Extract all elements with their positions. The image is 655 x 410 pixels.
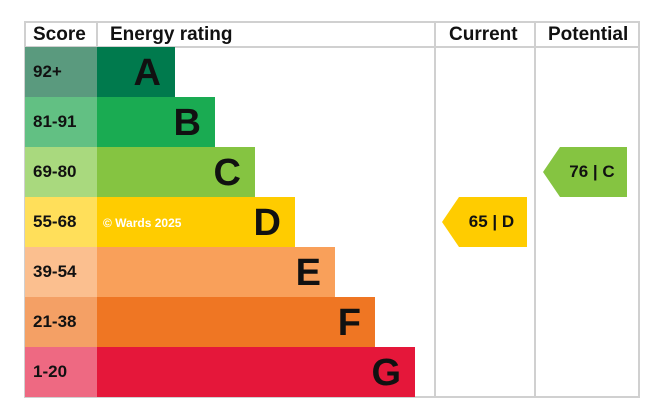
grid-line — [25, 46, 640, 48]
band-bar-e: E — [97, 247, 335, 297]
score-range-d: 55-68 — [25, 197, 97, 247]
grid-line — [25, 396, 640, 398]
band-letter: C — [213, 152, 241, 194]
grid-line — [534, 21, 536, 398]
score-range-a: 92+ — [25, 47, 97, 97]
potential-rating-arrow: 76 | C — [543, 147, 627, 197]
score-range-g: 1-20 — [25, 347, 97, 397]
band-letter: D — [253, 202, 281, 244]
header-energy-rating: Energy rating — [110, 24, 233, 45]
score-range-b: 81-91 — [25, 97, 97, 147]
band-letter: F — [337, 302, 361, 344]
band-bar-a: A — [97, 47, 175, 97]
grid-line — [96, 21, 98, 47]
band-bar-f: F — [97, 297, 375, 347]
header-score: Score — [33, 24, 86, 45]
header-potential: Potential — [548, 24, 629, 45]
grid-line — [638, 21, 640, 398]
current-rating-label: 65 | D — [468, 212, 515, 231]
watermark: © Wards 2025 — [103, 216, 182, 230]
band-bar-g: G — [97, 347, 415, 397]
band-bar-b: B — [97, 97, 215, 147]
score-range-e: 39-54 — [25, 247, 97, 297]
header-current: Current — [449, 24, 518, 45]
score-range-f: 21-38 — [25, 297, 97, 347]
band-letter: E — [295, 252, 321, 294]
band-bar-d: D © Wards 2025 — [97, 197, 295, 247]
band-letter: B — [173, 102, 201, 144]
band-bar-c: C — [97, 147, 255, 197]
grid-line — [434, 21, 436, 398]
current-rating-arrow: 65 | D — [442, 197, 527, 247]
band-letter: G — [371, 352, 401, 394]
grid-line — [25, 21, 640, 23]
score-range-c: 69-80 — [25, 147, 97, 197]
potential-rating-label: 76 | C — [569, 162, 615, 181]
band-letter: A — [133, 52, 161, 94]
